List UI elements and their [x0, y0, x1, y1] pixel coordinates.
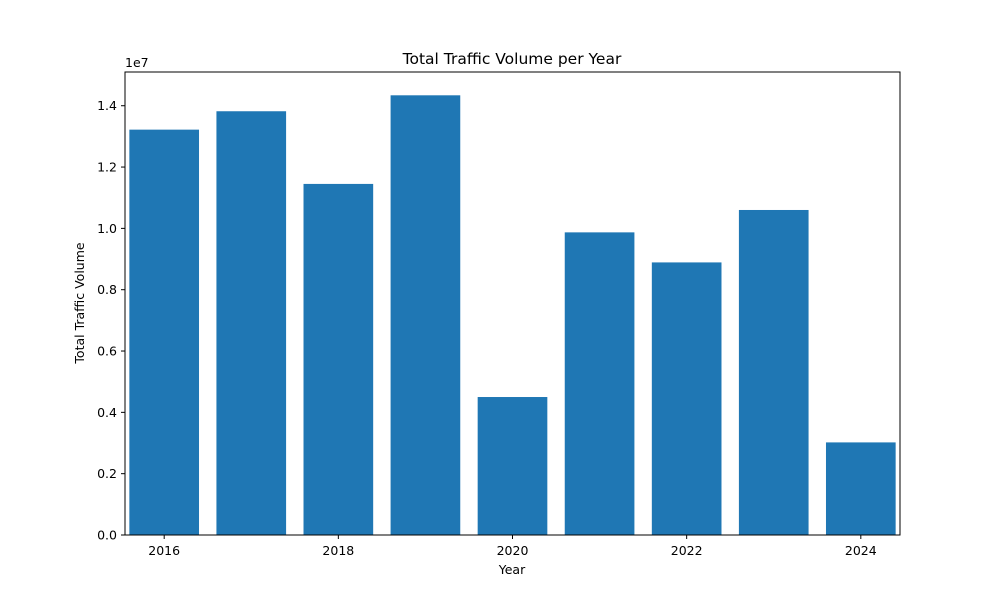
y-ticks-group: 0.0 0.2 0.4 0.6 0.8 1.0 1.2 1.4	[97, 98, 125, 543]
bar-2022	[651, 262, 722, 535]
x-tick-label: 2016	[148, 543, 180, 558]
bar-2024	[825, 442, 896, 535]
bar-2020	[477, 397, 548, 535]
y-tick-label: 0.8	[97, 282, 117, 297]
x-tick-label: 2018	[322, 543, 354, 558]
x-axis-label: Year	[498, 562, 526, 577]
bar-2016	[129, 129, 200, 536]
x-ticks-group: 2016 2018 2020 2022 2024	[148, 535, 877, 558]
y-tick-label: 1.0	[97, 221, 117, 236]
bar-2018	[303, 183, 374, 535]
y-tick-label: 0.2	[97, 466, 117, 481]
y-tick-label: 0.6	[97, 344, 117, 359]
y-tick-label: 0.4	[97, 405, 117, 420]
y-axis-label: Total Traffic Volume	[72, 242, 87, 364]
bar-2017	[216, 111, 287, 535]
y-tick-label: 1.4	[97, 98, 117, 113]
chart-title: Total Traffic Volume per Year	[402, 50, 622, 68]
x-tick-label: 2024	[845, 543, 877, 558]
y-tick-label: 1.2	[97, 160, 117, 175]
y-tick-label: 0.0	[97, 528, 117, 543]
bar-2019	[390, 95, 461, 535]
x-tick-label: 2022	[671, 543, 703, 558]
bars-group	[129, 95, 896, 536]
y-axis-offset-label: 1e7	[125, 55, 149, 70]
bar-2021	[564, 232, 635, 535]
x-tick-label: 2020	[497, 543, 529, 558]
plot-frame	[124, 71, 901, 536]
bar-2023	[738, 209, 809, 535]
